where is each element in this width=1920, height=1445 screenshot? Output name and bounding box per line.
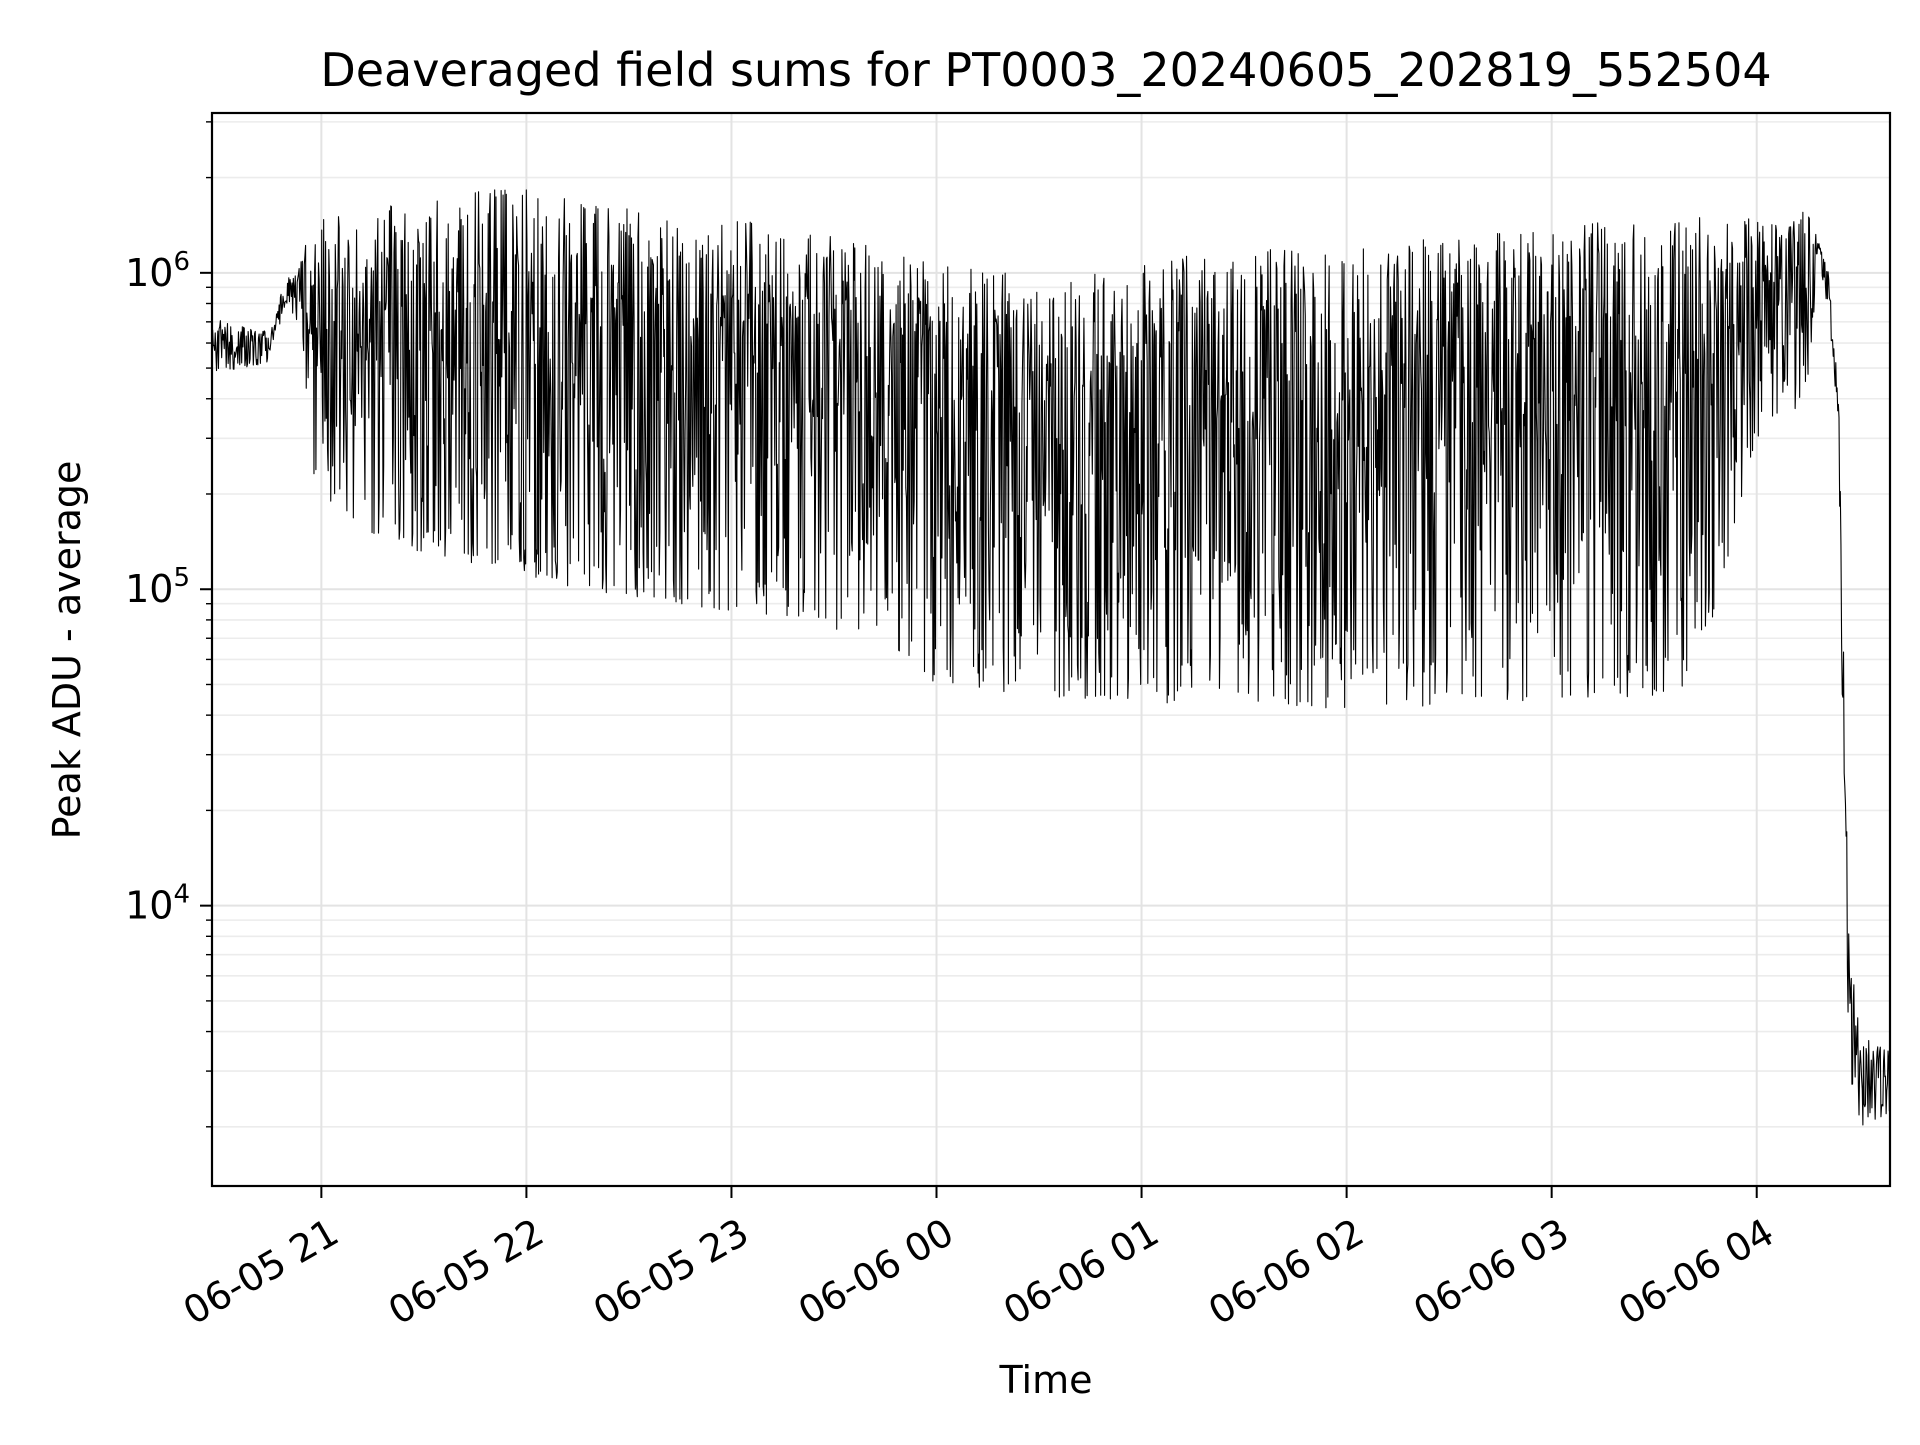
series-layer — [211, 189, 1891, 1126]
y-axis-ticks: 104 105 106 — [125, 121, 212, 1128]
series-line — [211, 189, 1891, 1126]
y-axis-label: Peak ADU - average — [45, 461, 89, 840]
y-tick-label: 104 — [125, 880, 190, 928]
x-axis-label: Time — [999, 1358, 1093, 1402]
chart-title: Deaveraged field sums for PT0003_2024060… — [320, 43, 1771, 97]
y-tick-label: 105 — [125, 563, 190, 611]
y-tick-label: 106 — [125, 247, 190, 295]
plot-area-frame — [210, 111, 1892, 1188]
